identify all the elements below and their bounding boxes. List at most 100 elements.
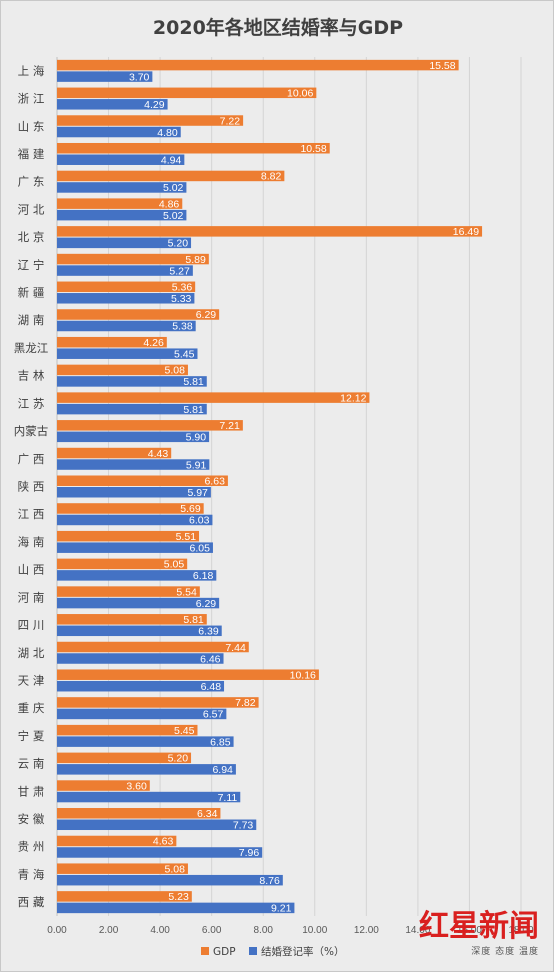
category-label: 云 南 — [18, 757, 45, 771]
category-label: 贵 州 — [18, 840, 45, 854]
bar-gdp — [57, 226, 483, 237]
category-label: 广 东 — [18, 175, 45, 189]
data-label: 4.86 — [159, 198, 180, 210]
data-label: 6.29 — [196, 598, 217, 610]
bar-marriage-rate — [57, 182, 187, 193]
category-label: 河 北 — [18, 202, 45, 216]
data-label: 16.49 — [453, 226, 479, 238]
data-label: 4.63 — [153, 836, 174, 848]
data-label: 7.21 — [219, 420, 240, 432]
category-label: 海 南 — [18, 535, 45, 549]
bar-gdp — [57, 530, 200, 542]
bar-gdp — [57, 115, 244, 126]
bar-gdp — [57, 724, 198, 736]
category-label: 内蒙古 — [14, 424, 49, 438]
data-label: 5.02 — [163, 182, 184, 194]
category-label: 江 西 — [18, 507, 45, 521]
data-label: 5.90 — [186, 432, 207, 444]
bar-marriage-rate — [57, 680, 225, 692]
category-label: 广 西 — [18, 452, 45, 466]
category-label: 重 庆 — [18, 701, 45, 715]
data-label: 5.51 — [176, 531, 197, 543]
category-label: 浙 江 — [18, 92, 45, 106]
data-label: 6.18 — [193, 570, 214, 582]
data-label: 8.76 — [259, 875, 280, 887]
watermark-slogan: 深度 态度 温度 — [471, 947, 539, 957]
category-label: 福 建 — [18, 147, 45, 161]
legend-label: 结婚登记率（%） — [261, 945, 344, 958]
bar-gdp — [57, 697, 259, 708]
x-tick-label: 2.00 — [99, 925, 119, 936]
bar-marriage-rate — [57, 570, 217, 581]
bar-marriage-rate — [57, 874, 283, 886]
data-label: 6.05 — [190, 542, 211, 554]
data-label: 10.06 — [287, 88, 313, 100]
bar-marriage-rate — [57, 376, 207, 387]
data-label: 5.27 — [169, 265, 190, 277]
x-tick-label: 10.00 — [302, 925, 327, 936]
category-label: 湖 北 — [18, 646, 45, 660]
bar-gdp — [57, 558, 188, 570]
bar-gdp — [57, 87, 317, 99]
chart-title: 2020年各地区结婚率与GDP — [152, 17, 404, 39]
data-label: 5.54 — [176, 586, 197, 598]
data-label: 5.45 — [174, 348, 195, 360]
bar-gdp — [57, 780, 150, 791]
bar-marriage-rate — [57, 791, 241, 803]
data-label: 6.57 — [203, 709, 224, 721]
bar-marriage-rate — [57, 154, 185, 165]
bar-marriage-rate — [57, 542, 213, 553]
x-tick-label: 18.00 — [508, 925, 533, 936]
bar-gdp — [57, 281, 196, 293]
bar-gdp — [57, 142, 330, 154]
data-label: 3.60 — [126, 780, 147, 792]
data-label: 5.81 — [183, 614, 204, 626]
watermark-logo: 红星新闻 — [419, 909, 539, 944]
category-label: 黑龙江 — [14, 341, 49, 355]
bar-gdp — [57, 253, 209, 265]
data-label: 4.26 — [143, 337, 164, 349]
category-label: 北 京 — [18, 230, 45, 244]
x-tick-label: 4.00 — [150, 925, 170, 936]
data-label: 6.03 — [189, 515, 210, 527]
bar-marriage-rate — [57, 126, 181, 138]
bar-marriage-rate — [57, 265, 193, 276]
data-label: 6.85 — [210, 736, 231, 748]
data-label: 5.23 — [168, 891, 189, 903]
data-label: 6.63 — [204, 476, 225, 488]
bar-gdp — [57, 420, 243, 431]
x-tick-label: 8.00 — [253, 925, 273, 936]
bar-gdp — [57, 891, 192, 902]
data-label: 5.33 — [171, 293, 192, 305]
data-label: 7.22 — [220, 115, 241, 127]
category-label: 山 西 — [18, 563, 45, 577]
bar-marriage-rate — [57, 653, 224, 664]
legend-swatch — [249, 947, 257, 955]
data-label: 5.08 — [165, 863, 186, 875]
category-label: 新 疆 — [18, 286, 45, 300]
watermark: 红星新闻 深度 态度 温度 — [389, 909, 539, 958]
bar-marriage-rate — [57, 764, 236, 775]
bar-gdp — [57, 641, 249, 653]
bar-gdp — [57, 669, 319, 680]
bar-marriage-rate — [57, 237, 192, 249]
data-label: 5.20 — [168, 238, 189, 250]
data-label: 5.81 — [183, 404, 204, 416]
bar-gdp — [57, 503, 204, 514]
data-label: 6.94 — [212, 764, 233, 776]
bar-gdp — [57, 447, 172, 459]
data-label: 7.11 — [218, 792, 238, 804]
data-label: 5.69 — [180, 503, 201, 515]
bar-gdp — [57, 309, 220, 320]
bar-gdp — [57, 752, 192, 764]
bars: 15.58 3.70 10.06 4.29 7.22 4.80 10.58 4.94 8.82 5… — [57, 60, 483, 915]
legend-swatch — [201, 947, 209, 955]
bar-gdp — [57, 198, 183, 209]
category-label: 安 徽 — [18, 812, 45, 826]
bar-gdp — [57, 808, 221, 819]
category-label: 甘 肃 — [18, 784, 45, 798]
data-label: 6.46 — [200, 653, 221, 665]
data-label: 8.82 — [261, 171, 282, 183]
